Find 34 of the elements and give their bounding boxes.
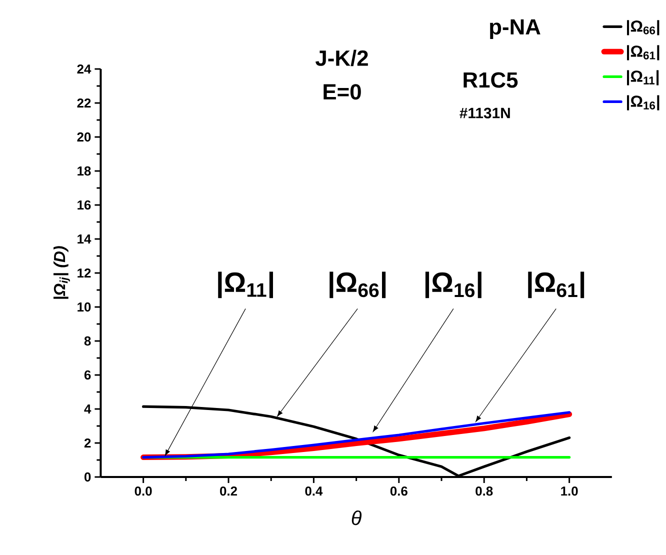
y-tick-label: 12 xyxy=(78,268,91,278)
x-tick-label: 0.2 xyxy=(220,486,237,496)
x-tick-label: 0.6 xyxy=(390,486,408,496)
x-tick-label: 0.4 xyxy=(305,486,323,496)
annotation: E=0 xyxy=(324,84,361,100)
x-axis-title: θ xyxy=(352,510,362,526)
y-tick-label: 14 xyxy=(78,234,92,244)
annotation: |Ω$_{61}$| xyxy=(528,272,584,298)
y-axis-title: |Ω$_{ij}$| (D) xyxy=(54,246,70,299)
legend-label: |Ω$_{61}$| xyxy=(627,45,660,60)
y-tick-label: 2 xyxy=(84,438,91,448)
annotation: #1131N xyxy=(460,108,510,118)
y-tick-label: 22 xyxy=(77,98,91,108)
x-tick-label: 0.0 xyxy=(134,486,152,496)
y-tick-label: 24 xyxy=(77,64,92,74)
y-tick-label: 10 xyxy=(78,302,91,312)
annotation: R1C5 xyxy=(464,72,518,88)
y-tick-label: 6 xyxy=(84,370,91,380)
y-tick-label: 0 xyxy=(84,472,91,482)
text: J-K/2 xyxy=(316,50,368,66)
y-tick-label: 16 xyxy=(78,200,91,210)
legend-label: |Ω$_{16}$| xyxy=(627,95,660,110)
x-tick-label: 0.8 xyxy=(476,486,493,496)
y-tick-label: 4 xyxy=(84,404,92,414)
annotation: |Ω$_{66}$| xyxy=(330,272,386,298)
y-tick-label: 8 xyxy=(84,336,91,346)
y-tick-label: 20 xyxy=(77,132,91,142)
annotation: |Ω$_{16}$| xyxy=(425,272,482,298)
annotation: |Ω$_{11}$| xyxy=(218,272,273,298)
x-tick-label: 1.0 xyxy=(561,486,578,496)
y-tick-label: 18 xyxy=(78,166,91,176)
chart-title: p-NA xyxy=(490,19,540,39)
legend-label: |Ω$_{66}$| xyxy=(627,20,660,36)
legend-label: |Ω$_{11}$| xyxy=(627,70,659,86)
